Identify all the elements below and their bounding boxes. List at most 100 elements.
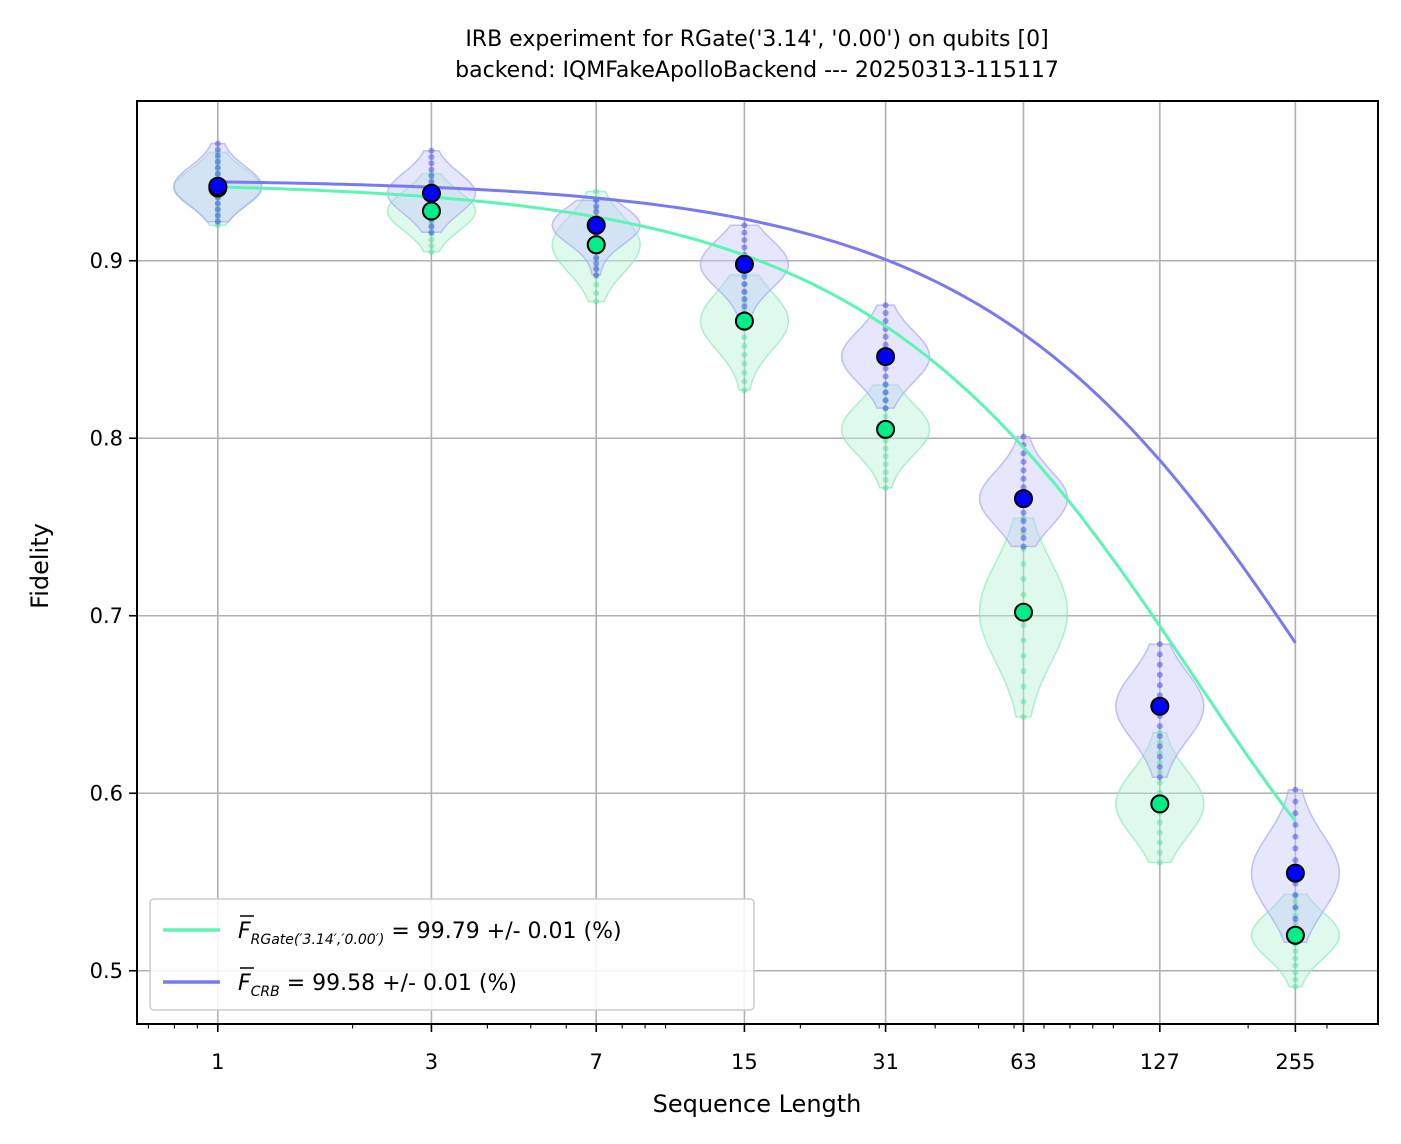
sample-point <box>1292 948 1299 955</box>
sample-point <box>882 469 889 476</box>
x-axis-label: Sequence Length <box>653 1090 862 1118</box>
sample-point <box>882 413 889 420</box>
svg-text:FRGate(′3.14′,′0.00′) = 99.79: FRGate(′3.14′,′0.00′) = 99.79 +/- 0.01 (… <box>238 919 622 948</box>
sample-point <box>1292 810 1299 817</box>
sample-point <box>1156 682 1163 689</box>
sample-point <box>741 289 748 296</box>
sample-point <box>882 382 889 388</box>
sample-point <box>214 152 221 159</box>
sample-point <box>882 341 889 348</box>
sample-point <box>214 140 221 147</box>
sample-point <box>1020 518 1027 525</box>
y-tick-label: 0.6 <box>90 781 123 805</box>
sample-point <box>1292 962 1299 969</box>
sample-point <box>1020 526 1027 533</box>
sample-point <box>214 211 221 218</box>
fit-curves-layer <box>217 180 1297 823</box>
sample-point <box>593 208 600 215</box>
fit-curve-crb <box>217 180 1297 644</box>
violin <box>699 274 790 392</box>
x-tick-label: 15 <box>731 1050 758 1074</box>
sample-point <box>428 224 435 231</box>
sample-point <box>741 303 748 310</box>
sample-point <box>593 273 600 280</box>
sample-point <box>1292 892 1299 899</box>
sample-point <box>1020 535 1027 542</box>
sample-point <box>428 242 435 249</box>
sample-point <box>593 281 600 288</box>
sample-point <box>214 212 221 219</box>
sample-point <box>1156 839 1163 846</box>
sample-point <box>882 437 889 444</box>
sample-point <box>1156 729 1163 736</box>
sample-point <box>214 171 221 178</box>
mean-marker-irb <box>586 235 606 255</box>
sample-point <box>593 266 600 273</box>
sample-point <box>1292 919 1299 926</box>
sample-point <box>428 166 435 173</box>
sample-point <box>428 176 435 183</box>
sample-point <box>1156 733 1163 740</box>
sample-point <box>741 281 748 288</box>
sample-point <box>1020 652 1027 659</box>
sample-point <box>882 484 889 491</box>
fit-curve-irb <box>217 185 1297 823</box>
sample-point <box>1292 904 1299 911</box>
sample-point <box>741 351 748 358</box>
sample-point <box>1020 433 1027 440</box>
mean-marker-crb <box>1285 863 1305 883</box>
sample-point <box>1020 530 1027 537</box>
sample-point <box>882 317 889 324</box>
mean-marker-crb <box>1150 696 1170 716</box>
sample-point <box>1020 475 1027 482</box>
sample-point <box>1020 622 1027 629</box>
sample-point <box>1020 591 1027 598</box>
sample-point <box>1156 764 1163 771</box>
sample-point <box>1292 833 1299 840</box>
sample-point <box>214 158 221 165</box>
chart-subtitle: backend: IQMFakeApolloBackend --- 202503… <box>455 58 1059 83</box>
sample-point <box>428 229 435 236</box>
violin-layer <box>173 142 1341 988</box>
sample-point <box>1156 829 1163 836</box>
sample-point <box>1156 651 1163 658</box>
sample-point <box>428 153 435 160</box>
mean-marker-crb <box>734 254 754 274</box>
sample-point <box>214 160 221 167</box>
sample-point <box>741 387 748 394</box>
mean-marker-crb <box>208 176 228 196</box>
sample-point <box>882 477 889 484</box>
sample-point <box>741 342 748 349</box>
sample-point <box>214 199 221 206</box>
sample-point <box>593 203 600 210</box>
sample-point <box>593 260 600 267</box>
sample-point <box>882 389 889 396</box>
sample-point <box>741 236 748 243</box>
sample-point <box>1020 576 1027 583</box>
sample-point <box>741 222 748 229</box>
sample-point <box>214 216 221 223</box>
sample-point <box>882 333 889 340</box>
sample-point <box>1292 976 1299 983</box>
sample-point <box>1156 739 1163 746</box>
sample-point <box>1156 859 1163 866</box>
sample-point <box>1156 743 1163 750</box>
y-tick-label: 0.8 <box>90 426 123 450</box>
sample-point <box>593 290 600 297</box>
mean-marker-irb <box>734 311 754 331</box>
svg-text:FCRB = 99.58 +/- 0.01 (%): FCRB = 99.58 +/- 0.01 (%) <box>238 971 517 1000</box>
sample-point <box>214 166 221 173</box>
sample-point <box>1292 955 1299 962</box>
mean-marker-irb <box>876 419 896 439</box>
sample-point <box>1292 969 1299 976</box>
sample-point <box>1020 509 1027 516</box>
sample-point <box>882 389 889 396</box>
sample-point <box>1020 698 1027 705</box>
sample-point <box>1292 905 1299 912</box>
sample-point <box>882 461 889 468</box>
sample-point <box>1156 819 1163 826</box>
sample-point <box>741 229 748 236</box>
sample-point <box>1156 759 1163 766</box>
chart-title: IRB experiment for RGate('3.14', '0.00')… <box>465 27 1048 52</box>
